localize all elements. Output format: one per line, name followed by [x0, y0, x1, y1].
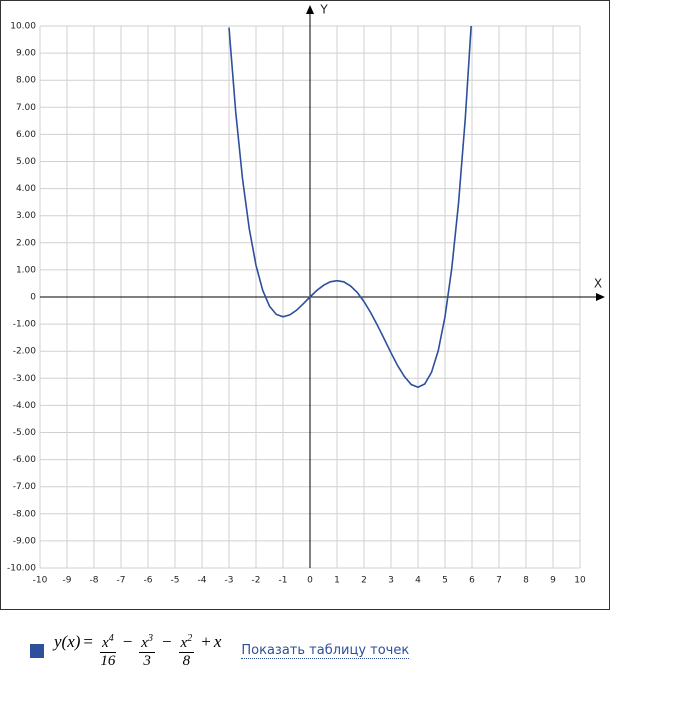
term: y(x): [54, 632, 81, 651]
x-tick-label: 10: [574, 576, 586, 586]
x-tick-label: -7: [117, 576, 126, 586]
base: x: [180, 635, 188, 651]
operator: +: [201, 632, 211, 651]
y-tick-label: 3.00: [16, 211, 36, 221]
y-tick-label: 9.00: [16, 49, 36, 59]
x-tick-label: 1: [334, 576, 340, 586]
y-tick-label: -7.00: [13, 482, 37, 492]
curve: [228, 26, 472, 389]
legend-swatch: [30, 644, 44, 658]
fraction: x3 3: [139, 633, 155, 670]
y-tick-label: 8.00: [16, 76, 36, 86]
y-tick-label: -2.00: [13, 347, 37, 357]
x-tick-label: 6: [469, 576, 475, 586]
base: x: [102, 635, 109, 651]
x-tick-label: 2: [361, 576, 367, 586]
y-tick-label: 2.00: [16, 238, 36, 248]
operator: −: [161, 632, 172, 651]
x-tick-label: -6: [144, 576, 153, 586]
x-tick-label: 8: [523, 576, 529, 586]
x-tick-label: -4: [198, 576, 207, 586]
numerator: x2: [178, 633, 195, 653]
y-tick-label: 4.00: [16, 184, 36, 194]
x-tick-label: -3: [225, 576, 234, 586]
numerator: x3: [139, 633, 155, 653]
y-tick-label: -1.00: [13, 320, 37, 330]
y-tick-label: 0: [30, 293, 36, 303]
numerator: x4: [100, 633, 116, 653]
x-tick-label: -10: [33, 576, 48, 586]
denominator: 8: [182, 653, 191, 669]
exponent: 3: [147, 633, 153, 644]
x-tick-label: 5: [442, 576, 448, 586]
x-tick-label: 3: [388, 576, 394, 586]
denominator: 3: [143, 653, 151, 669]
y-tick-label: -9.00: [13, 536, 37, 546]
chart: -10 -9 -8 -7 -6 -5 -4 -3 -2 -1 0 1 2 3 4 5 6 7 8 9 1010.009.…: [0, 0, 610, 610]
formula: y(x) = x4 16− x3 3− x2 8 + x: [54, 632, 221, 670]
y-tick-label: 5.00: [16, 157, 36, 167]
y-tick-label: 7.00: [16, 103, 36, 113]
x-tick-label: 0: [307, 576, 313, 586]
legend: y(x) = x4 16− x3 3− x2 8 + x Показать таблицу точ…: [30, 632, 410, 670]
fraction: x2 8: [178, 633, 195, 670]
y-tick-label: -3.00: [13, 374, 37, 384]
y-tick-label: -8.00: [13, 509, 37, 519]
y-axis-arrow: [306, 5, 314, 14]
points-table-link[interactable]: Показать таблицу точек: [241, 643, 410, 659]
x-tick-label: -8: [90, 576, 99, 586]
x-tick-label: -2: [252, 576, 261, 586]
x-tick-label: -9: [63, 576, 72, 586]
y-tick-label: -4.00: [13, 401, 37, 411]
y-tick-label: -5.00: [13, 428, 37, 438]
y-tick-label: -10.00: [7, 564, 36, 574]
x-tick-label: -5: [171, 576, 180, 586]
denominator: 16: [100, 653, 116, 669]
x-tick-label: 4: [415, 576, 421, 586]
exponent: 4: [108, 633, 114, 644]
y-tick-label: 1.00: [16, 265, 36, 275]
x-tick-label: 9: [550, 576, 556, 586]
term: x: [213, 632, 222, 651]
fraction: x4 16: [100, 633, 116, 670]
y-tick-label: 6.00: [16, 130, 36, 140]
y-axis-label: Y: [319, 3, 328, 17]
y-tick-label: 10.00: [10, 22, 36, 32]
operator: =: [83, 632, 94, 651]
x-axis-label: X: [594, 277, 602, 291]
x-tick-label: 7: [496, 576, 502, 586]
base: x: [141, 635, 148, 651]
operator: −: [122, 632, 133, 651]
x-axis-arrow: [596, 293, 605, 301]
exponent: 2: [187, 633, 193, 644]
chart-frame: [0, 0, 610, 610]
x-tick-label: -1: [279, 576, 288, 586]
y-tick-label: -6.00: [13, 455, 37, 465]
